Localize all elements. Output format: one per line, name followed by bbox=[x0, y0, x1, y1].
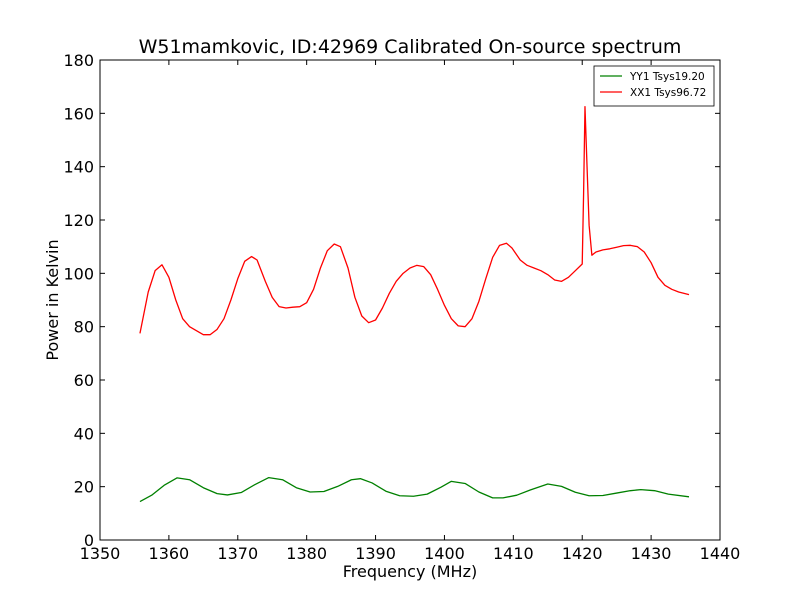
axis-ticks: 1350 1360 1370 1380 1390 1400 1410 1420 1430 1440… bbox=[63, 51, 740, 563]
legend-box bbox=[593, 65, 715, 107]
y-tick-label: 0 bbox=[84, 531, 94, 550]
x-tick-label: 1350 bbox=[80, 544, 121, 563]
x-tick-label: 1440 bbox=[700, 544, 741, 563]
x-tick-label: 1420 bbox=[562, 544, 603, 563]
y-tick-label: 140 bbox=[63, 158, 94, 177]
legend-label: XX1 Tsys96.72 bbox=[630, 87, 706, 99]
legend-label: YY1 Tsys19.20 bbox=[629, 71, 705, 83]
y-axis-label: Power in Kelvin bbox=[43, 239, 62, 360]
series-layer bbox=[139, 106, 690, 503]
series-line-0 bbox=[139, 476, 690, 503]
x-tick-label: 1390 bbox=[355, 544, 396, 563]
legend: YY1 Tsys19.20 XX1 Tsys96.72 bbox=[593, 65, 715, 107]
y-tick-label: 100 bbox=[63, 264, 94, 283]
axes-frame bbox=[99, 59, 721, 541]
series-line-1 bbox=[139, 106, 690, 336]
x-tick-label: 1410 bbox=[493, 544, 534, 563]
x-tick-label: 1370 bbox=[217, 544, 258, 563]
x-tick-label: 1400 bbox=[424, 544, 465, 563]
chart-title: W51mamkovic, ID:42969 Calibrated On-sour… bbox=[139, 36, 682, 58]
y-tick-label: 20 bbox=[74, 478, 94, 497]
y-tick-label: 80 bbox=[74, 318, 94, 337]
y-tick-label: 120 bbox=[63, 211, 94, 230]
y-tick-label: 40 bbox=[74, 424, 94, 443]
x-tick-label: 1360 bbox=[149, 544, 190, 563]
x-tick-label: 1430 bbox=[631, 544, 672, 563]
x-tick-label: 1380 bbox=[286, 544, 327, 563]
y-tick-label: 180 bbox=[63, 51, 94, 70]
x-axis-label: Frequency (MHz) bbox=[343, 562, 477, 581]
y-tick-label: 60 bbox=[74, 371, 94, 390]
y-tick-label: 160 bbox=[63, 104, 94, 123]
